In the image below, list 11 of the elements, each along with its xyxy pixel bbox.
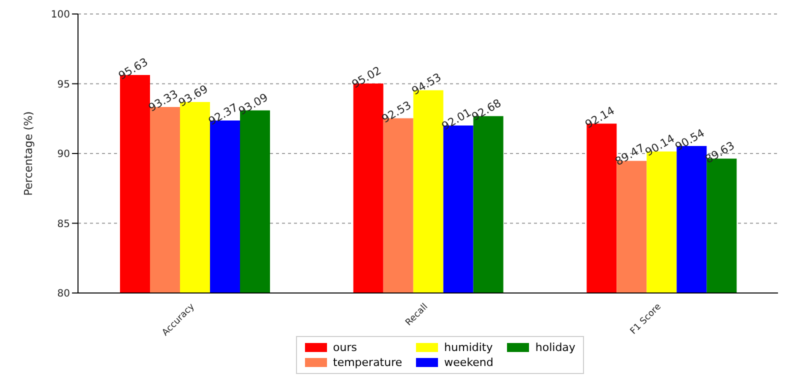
y-tick-label: 100 (50, 10, 70, 21)
legend-label: holiday (535, 341, 576, 354)
y-axis-title: Percentage (%) (22, 111, 35, 196)
y-tick-label: 90 (57, 149, 70, 160)
y-tick-label: 95 (57, 79, 70, 90)
legend-label: weekend (444, 356, 494, 369)
legend-label: humidity (444, 341, 493, 354)
legend-label: ours (333, 341, 357, 354)
y-tick-label: 85 (57, 218, 70, 230)
y-tick-label: 80 (57, 288, 70, 300)
legend-label: temperature (333, 356, 402, 369)
